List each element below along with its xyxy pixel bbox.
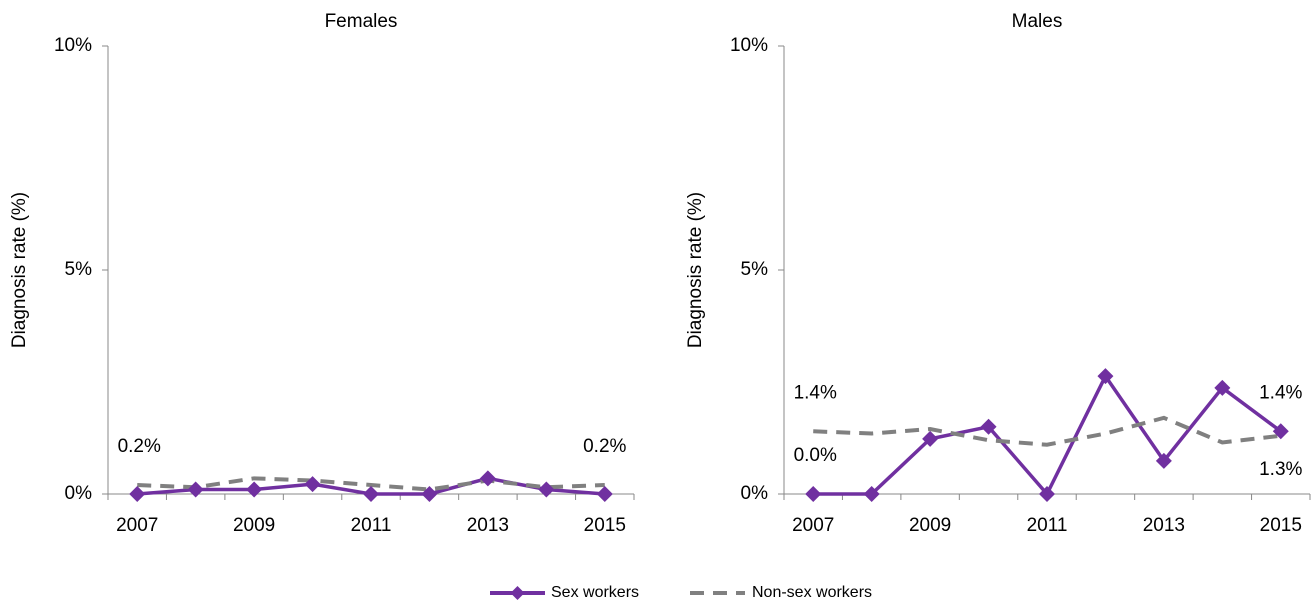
- marker: [1155, 452, 1172, 469]
- chart-title: Males: [1012, 11, 1063, 32]
- x-tick-label: 2013: [1143, 515, 1185, 536]
- legend-label: Non-sex workers: [752, 584, 872, 601]
- legend: Sex workers Non-sex workers: [490, 584, 872, 601]
- marker: [1097, 368, 1114, 385]
- series-line: [137, 476, 605, 492]
- y-axis-title: Diagnosis rate (%): [9, 192, 30, 348]
- legend-marker: [510, 586, 525, 600]
- y-tick-label: 10%: [54, 35, 92, 56]
- y-tick-label: 0%: [741, 483, 769, 504]
- marker: [187, 481, 204, 498]
- marker: [129, 486, 146, 502]
- marker: [805, 486, 822, 502]
- data-label: 1.4%: [794, 382, 837, 403]
- chart-title: Females: [325, 11, 398, 32]
- marker: [980, 418, 997, 435]
- x-tick-label: 2007: [792, 515, 834, 536]
- x-tick-label: 2009: [233, 515, 275, 536]
- marker: [922, 430, 939, 447]
- y-axis-title: Diagnosis rate (%): [685, 192, 706, 348]
- data-label: 0.2%: [583, 436, 626, 457]
- data-label: 1.3%: [1259, 459, 1302, 480]
- marker: [1214, 379, 1231, 396]
- y-tick-label: 5%: [65, 259, 93, 280]
- y-tick-label: 0%: [65, 483, 93, 504]
- x-tick-label: 2011: [1027, 515, 1068, 536]
- marker: [596, 486, 613, 502]
- series-line: [813, 372, 1282, 498]
- x-tick-label: 2015: [1260, 515, 1302, 536]
- marker: [1272, 423, 1289, 440]
- marker: [479, 470, 496, 487]
- x-tick-label: 2013: [467, 515, 509, 536]
- x-tick-label: 2007: [116, 515, 158, 536]
- y-tick-label: 5%: [741, 259, 769, 280]
- x-tick-label: 2011: [351, 515, 392, 536]
- marker: [863, 486, 880, 502]
- y-tick-label: 10%: [730, 35, 768, 56]
- marker: [421, 486, 438, 502]
- marker: [1039, 486, 1055, 502]
- data-label: 0.2%: [118, 436, 161, 457]
- marker: [304, 476, 321, 493]
- marker: [246, 481, 263, 498]
- data-label: 1.4%: [1259, 382, 1302, 403]
- series-line: [813, 415, 1282, 447]
- legend-label: Sex workers: [551, 584, 639, 601]
- marker: [538, 481, 555, 498]
- marker: [363, 486, 379, 502]
- data-label: 0.0%: [794, 445, 837, 466]
- x-tick-label: 2015: [584, 515, 626, 536]
- x-tick-label: 2009: [909, 515, 951, 536]
